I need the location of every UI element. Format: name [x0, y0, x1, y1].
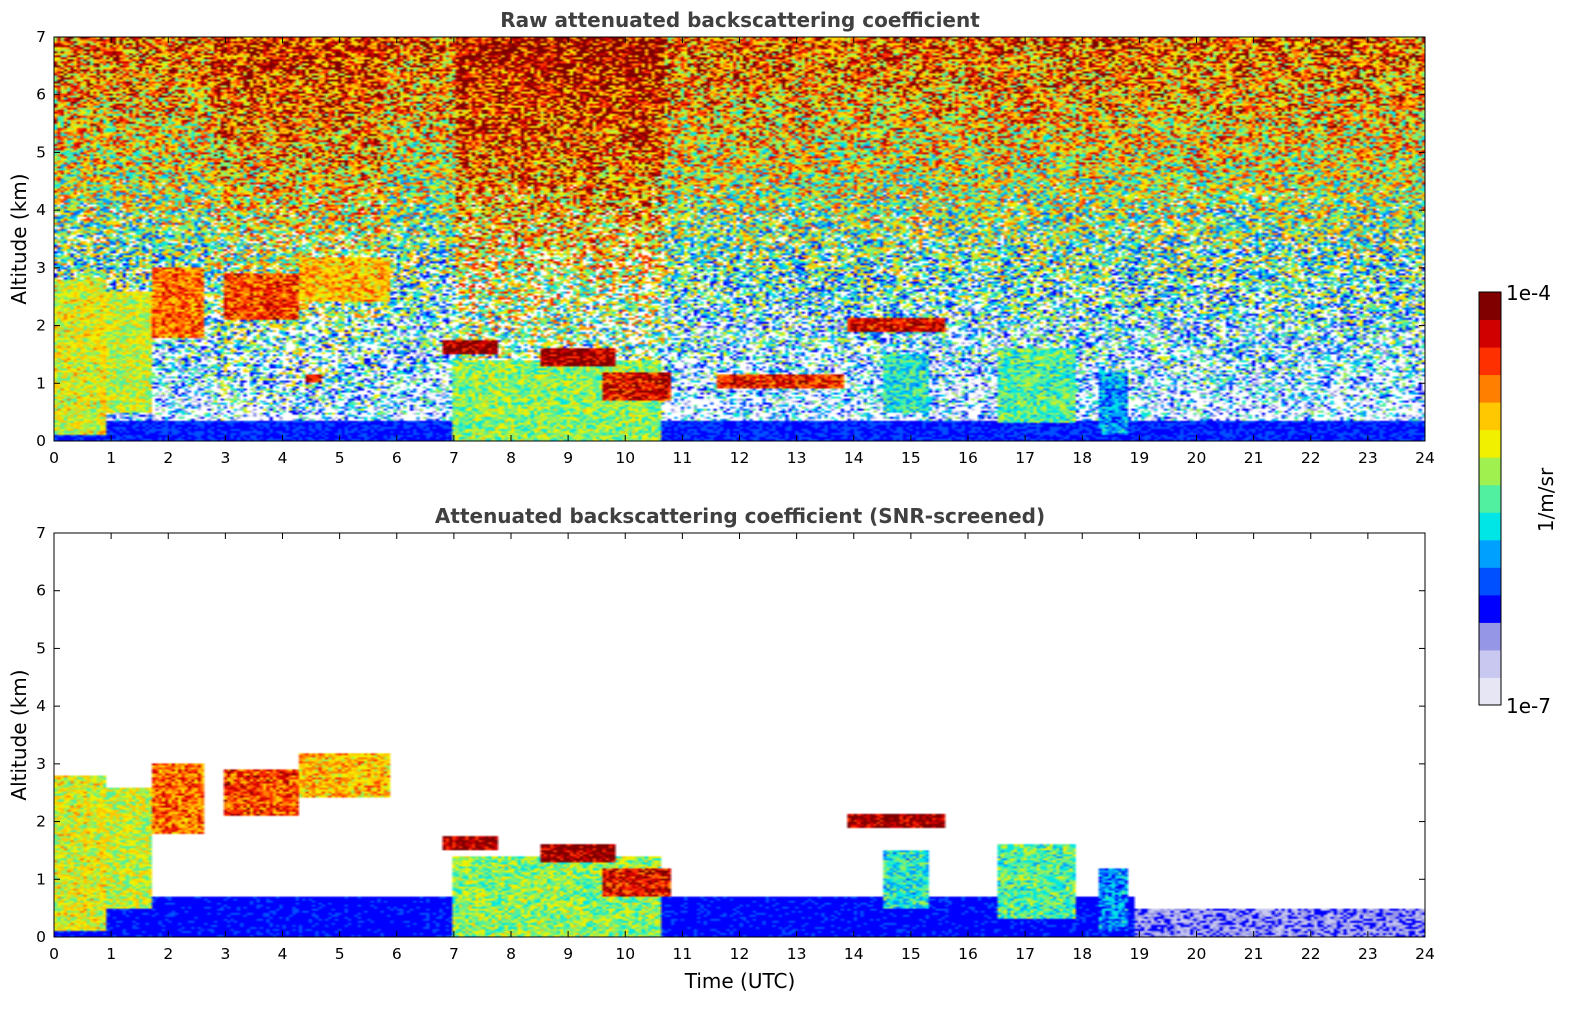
colorbar-band: [1479, 292, 1501, 321]
y-tick-label: 3: [36, 755, 46, 773]
panel-raw-axes: 0 1 2 3 4 5 6 7 8 9 10 11 12 13 14 15 16 17 18 19 20 21 22 23 24…: [36, 28, 1435, 467]
colorbar-band: [1479, 374, 1501, 403]
colorbar-band: [1479, 649, 1501, 678]
x-tick-label: 7: [449, 449, 459, 467]
colorbar-band: [1479, 429, 1501, 458]
colorbar-band: [1479, 484, 1501, 513]
x-tick-label: 3: [220, 449, 230, 467]
x-tick-label: 22: [1301, 945, 1321, 963]
y-tick-label: 2: [36, 813, 46, 831]
panel-raw-ylabel: Altitude (km): [7, 173, 31, 304]
panel-raw: Raw attenuated backscattering coefficien…: [7, 8, 1435, 467]
x-tick-label: 4: [278, 945, 288, 963]
x-tick-label: 0: [49, 945, 59, 963]
y-tick-label: 4: [36, 201, 46, 219]
x-tick-label: 9: [563, 449, 573, 467]
colorbar-max-label: 1e-4: [1506, 281, 1551, 305]
colorbar-frame: [1478, 291, 1502, 706]
x-tick-label: 11: [673, 945, 693, 963]
y-tick-label: 4: [36, 697, 46, 715]
y-tick-label: 0: [36, 928, 46, 946]
x-tick-label: 2: [163, 945, 173, 963]
x-tick-label: 18: [1072, 945, 1092, 963]
panel-screened-ylabel: Altitude (km): [7, 669, 31, 800]
x-tick-label: 7: [449, 945, 459, 963]
x-tick-label: 6: [392, 945, 402, 963]
x-tick-label: 11: [673, 449, 693, 467]
y-tick-label: 5: [36, 143, 46, 161]
screened-heatmap: [54, 533, 1425, 937]
x-tick-label: 2: [163, 449, 173, 467]
x-tick-label: 8: [506, 449, 516, 467]
x-tick-label: 20: [1187, 449, 1207, 467]
panel-screened-axes: 0 1 2 3 4 5 6 7 8 9 10 11 12 13 14 15 16 17 18 19 20 21 22 23 24…: [36, 524, 1435, 963]
x-tick-label: 16: [958, 945, 978, 963]
y-tick-label: 6: [36, 582, 46, 600]
x-tick-label: 8: [506, 945, 516, 963]
x-tick-label: 18: [1072, 449, 1092, 467]
y-tick-label: 3: [36, 259, 46, 277]
colorbar-band: [1479, 677, 1501, 706]
x-tick-label: 3: [220, 945, 230, 963]
colorbar-min-label: 1e-7: [1506, 694, 1551, 718]
x-tick-label: 0: [49, 449, 59, 467]
x-tick-label: 10: [615, 449, 635, 467]
x-tick-label: 14: [844, 449, 864, 467]
panel-screened-xlabel: Time (UTC): [684, 969, 796, 993]
x-tick-label: 19: [1130, 945, 1150, 963]
y-tick-label: 6: [36, 86, 46, 104]
x-tick-label: 4: [278, 449, 288, 467]
y-tick-label: 1: [36, 870, 46, 888]
colorbar-band: [1479, 457, 1501, 486]
x-tick-label: 24: [1415, 945, 1435, 963]
x-tick-label: 15: [901, 945, 921, 963]
y-tick-label: 0: [36, 432, 46, 450]
x-tick-label: 1: [106, 945, 116, 963]
x-tick-label: 24: [1415, 449, 1435, 467]
panel-screened-title: Attenuated backscattering coefficient (S…: [435, 504, 1045, 528]
x-tick-label: 17: [1015, 945, 1035, 963]
x-tick-label: 1: [106, 449, 116, 467]
x-tick-label: 6: [392, 449, 402, 467]
x-tick-label: 19: [1130, 449, 1150, 467]
x-tick-label: 13: [787, 945, 807, 963]
x-tick-label: 23: [1358, 945, 1378, 963]
x-tick-label: 5: [335, 945, 345, 963]
x-tick-label: 16: [958, 449, 978, 467]
x-tick-label: 21: [1244, 945, 1264, 963]
y-tick-label: 7: [36, 524, 46, 542]
y-tick-label: 2: [36, 317, 46, 335]
colorbar-band: [1479, 319, 1501, 348]
colorbar-band: [1479, 539, 1501, 568]
x-tick-label: 21: [1244, 449, 1264, 467]
colorbar-band: [1479, 567, 1501, 596]
x-tick-label: 20: [1187, 945, 1207, 963]
colorbar-band: [1479, 347, 1501, 376]
y-tick-label: 7: [36, 28, 46, 46]
y-tick-label: 1: [36, 374, 46, 392]
x-tick-label: 15: [901, 449, 921, 467]
panel-raw-title: Raw attenuated backscattering coefficien…: [500, 8, 980, 32]
x-tick-label: 10: [615, 945, 635, 963]
colorbar-unit-label: 1/m/sr: [1534, 467, 1558, 532]
colorbar-band: [1479, 512, 1501, 541]
colorbar-band: [1479, 402, 1501, 431]
colorbar-band: [1479, 594, 1501, 623]
colorbar: 1e-4 1e-7 1/m/sr: [1478, 281, 1558, 718]
x-tick-label: 9: [563, 945, 573, 963]
x-tick-label: 22: [1301, 449, 1321, 467]
colorbar-gradient: [1479, 292, 1501, 706]
y-tick-label: 5: [36, 639, 46, 657]
x-tick-label: 12: [730, 449, 750, 467]
x-tick-label: 13: [787, 449, 807, 467]
panel-screened: Attenuated backscattering coefficient (S…: [7, 504, 1435, 993]
colorbar-band: [1479, 622, 1501, 651]
x-tick-label: 14: [844, 945, 864, 963]
raw-heatmap: [54, 37, 1425, 441]
x-tick-label: 5: [335, 449, 345, 467]
x-tick-label: 12: [730, 945, 750, 963]
x-tick-label: 23: [1358, 449, 1378, 467]
x-tick-label: 17: [1015, 449, 1035, 467]
